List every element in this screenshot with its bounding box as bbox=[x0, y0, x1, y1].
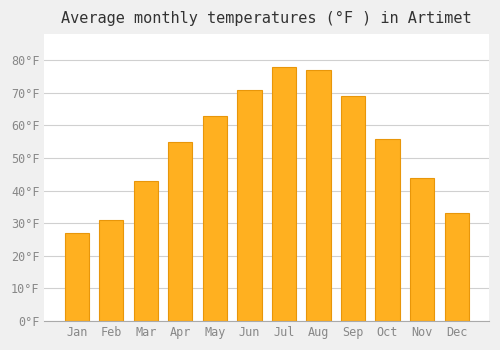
Bar bbox=[341, 96, 365, 321]
Title: Average monthly temperatures (°F ) in Artimet: Average monthly temperatures (°F ) in Ar… bbox=[62, 11, 472, 26]
Bar bbox=[376, 139, 400, 321]
Bar bbox=[272, 67, 296, 321]
Bar bbox=[203, 116, 227, 321]
Bar bbox=[306, 70, 330, 321]
Bar bbox=[238, 90, 262, 321]
Bar bbox=[64, 233, 89, 321]
Bar bbox=[168, 142, 192, 321]
Bar bbox=[410, 178, 434, 321]
Bar bbox=[444, 214, 468, 321]
Bar bbox=[99, 220, 124, 321]
Bar bbox=[134, 181, 158, 321]
